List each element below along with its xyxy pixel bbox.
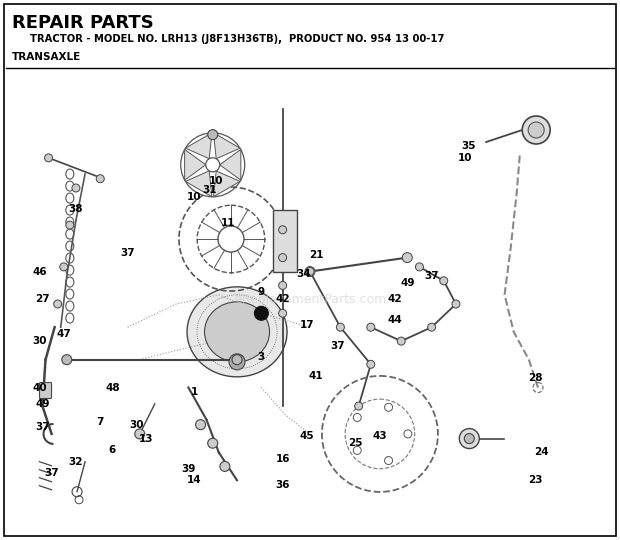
Text: 37: 37 — [120, 248, 135, 258]
Circle shape — [402, 253, 412, 262]
Text: 23: 23 — [528, 475, 542, 485]
Text: 49: 49 — [35, 399, 50, 409]
Text: 36: 36 — [275, 480, 290, 490]
Circle shape — [452, 300, 460, 308]
Circle shape — [62, 355, 72, 365]
Text: 13: 13 — [139, 434, 153, 443]
Circle shape — [528, 122, 544, 138]
Circle shape — [220, 461, 230, 471]
Circle shape — [355, 402, 363, 410]
Circle shape — [229, 354, 245, 370]
Circle shape — [428, 323, 436, 331]
Circle shape — [367, 323, 375, 331]
Text: 39: 39 — [181, 464, 195, 474]
Ellipse shape — [205, 302, 270, 362]
Text: 37: 37 — [44, 468, 59, 478]
Circle shape — [45, 154, 53, 162]
Text: 3: 3 — [258, 353, 265, 362]
Text: 34: 34 — [296, 269, 311, 279]
Text: 46: 46 — [32, 267, 46, 276]
Polygon shape — [213, 171, 240, 197]
Circle shape — [135, 429, 144, 439]
Text: 32: 32 — [69, 457, 83, 467]
Text: 9: 9 — [258, 287, 265, 298]
Text: 30: 30 — [32, 336, 46, 346]
Polygon shape — [185, 171, 212, 197]
Text: 45: 45 — [299, 431, 314, 441]
Text: 1: 1 — [191, 387, 198, 397]
Text: 42: 42 — [275, 294, 290, 305]
Text: 14: 14 — [187, 475, 202, 485]
Text: 30: 30 — [130, 420, 144, 430]
Text: 28: 28 — [528, 373, 542, 383]
Text: 37: 37 — [330, 341, 345, 351]
Text: 47: 47 — [56, 329, 71, 339]
Text: 25: 25 — [348, 438, 363, 448]
FancyBboxPatch shape — [4, 4, 616, 536]
Text: 17: 17 — [299, 320, 314, 330]
Circle shape — [278, 254, 286, 261]
Text: 38: 38 — [69, 204, 83, 214]
Text: 42: 42 — [388, 294, 402, 305]
Text: 44: 44 — [388, 315, 402, 325]
Circle shape — [278, 309, 286, 318]
Text: 48: 48 — [105, 382, 120, 393]
FancyBboxPatch shape — [40, 382, 51, 399]
Circle shape — [397, 337, 405, 345]
Text: 35: 35 — [461, 141, 476, 151]
Circle shape — [459, 429, 479, 449]
Circle shape — [440, 277, 448, 285]
Text: TRACTOR - MODEL NO. LRH13 (J8F13H36TB),  PRODUCT NO. 954 13 00-17: TRACTOR - MODEL NO. LRH13 (J8F13H36TB), … — [30, 34, 445, 44]
Polygon shape — [185, 150, 206, 180]
Circle shape — [66, 221, 74, 229]
Circle shape — [232, 355, 242, 365]
Circle shape — [54, 300, 61, 308]
Circle shape — [96, 175, 104, 183]
Text: 37: 37 — [424, 271, 439, 281]
Text: 40: 40 — [32, 382, 46, 393]
Text: 16: 16 — [275, 455, 290, 464]
Circle shape — [72, 184, 80, 192]
Text: 10: 10 — [458, 153, 472, 163]
Text: 27: 27 — [35, 294, 50, 305]
Circle shape — [306, 267, 314, 275]
Text: 31: 31 — [202, 185, 217, 195]
FancyBboxPatch shape — [273, 210, 296, 272]
Text: 10: 10 — [187, 192, 202, 202]
Circle shape — [367, 360, 375, 368]
Text: eReplacementParts.com: eReplacementParts.com — [234, 294, 386, 307]
Text: 11: 11 — [221, 218, 235, 228]
Circle shape — [522, 116, 550, 144]
Polygon shape — [185, 133, 212, 159]
Circle shape — [195, 420, 206, 430]
Ellipse shape — [187, 287, 287, 377]
Text: REPAIR PARTS: REPAIR PARTS — [12, 14, 154, 32]
Text: 43: 43 — [373, 431, 388, 441]
Circle shape — [60, 263, 68, 271]
Polygon shape — [219, 150, 241, 180]
Text: TRANSAXLE: TRANSAXLE — [12, 52, 81, 62]
Text: 24: 24 — [534, 448, 548, 457]
Circle shape — [278, 226, 286, 234]
Circle shape — [254, 306, 268, 320]
Circle shape — [337, 323, 344, 331]
Circle shape — [415, 263, 423, 271]
Circle shape — [305, 267, 315, 276]
Circle shape — [208, 130, 218, 140]
Text: 7: 7 — [97, 417, 104, 427]
Circle shape — [464, 434, 474, 443]
Polygon shape — [213, 133, 240, 159]
Text: 49: 49 — [400, 278, 415, 288]
Text: 10: 10 — [208, 176, 223, 186]
Text: 41: 41 — [309, 371, 324, 381]
Circle shape — [208, 438, 218, 448]
Text: 21: 21 — [309, 250, 324, 260]
Text: 37: 37 — [35, 422, 50, 432]
Text: 6: 6 — [108, 445, 116, 455]
Circle shape — [278, 281, 286, 289]
